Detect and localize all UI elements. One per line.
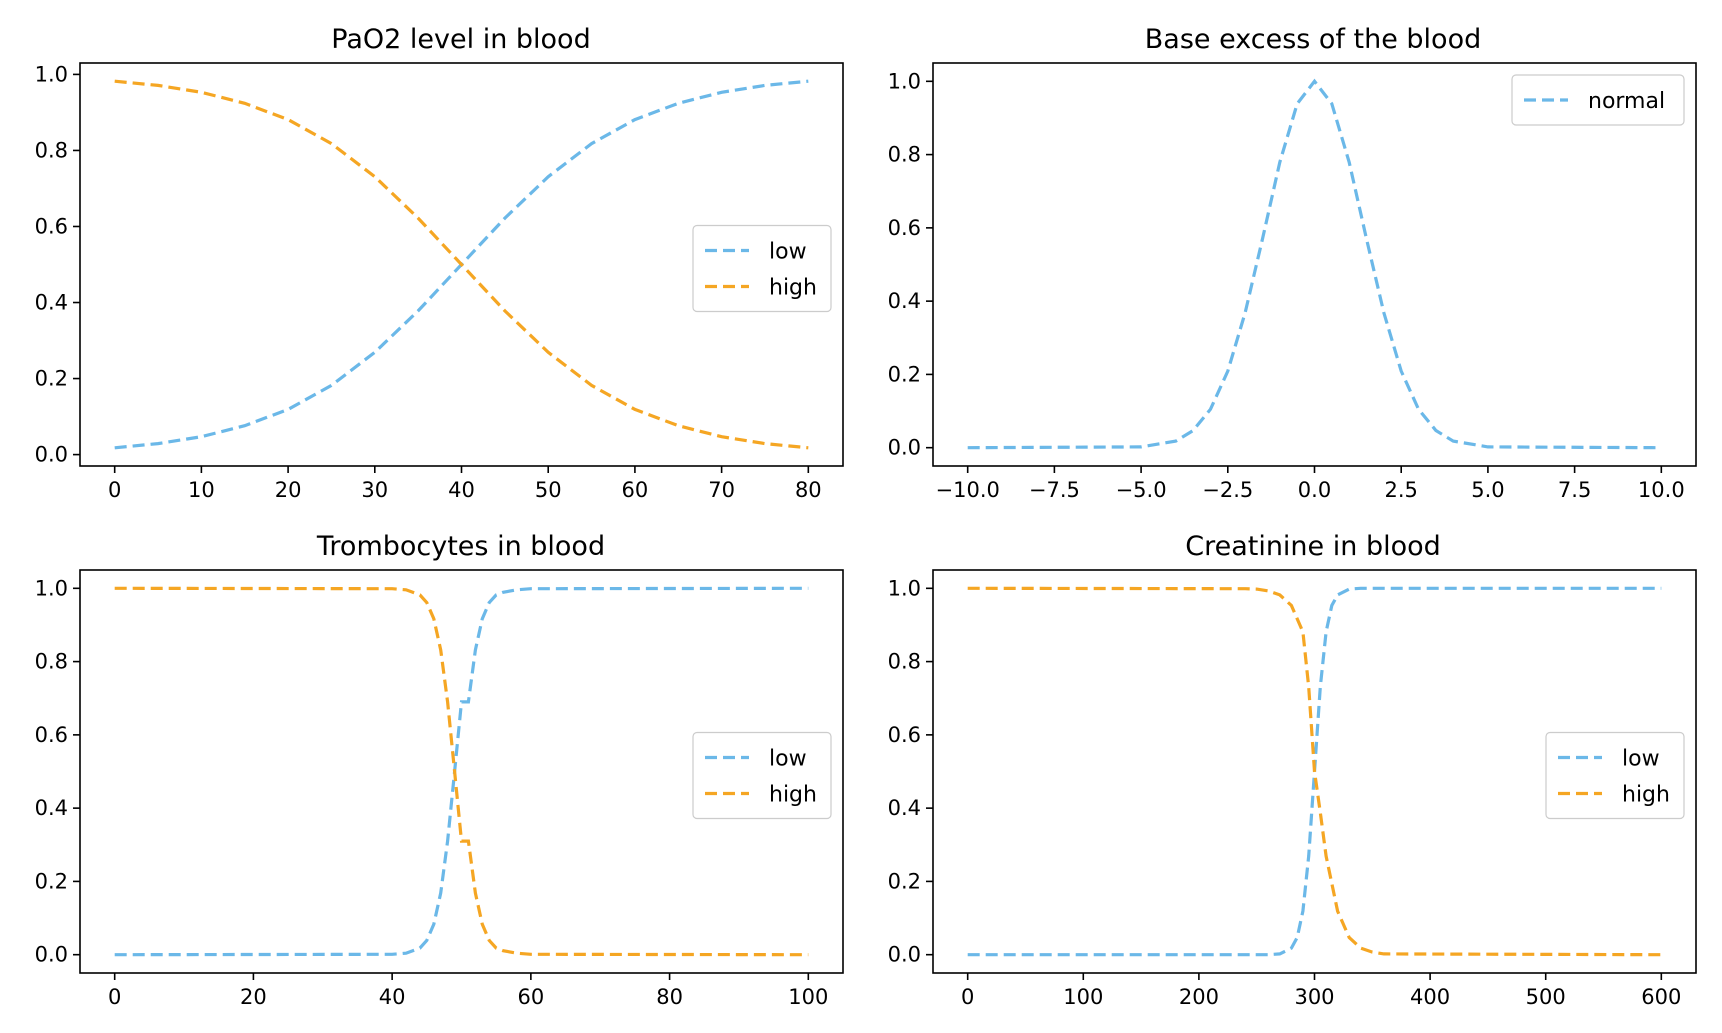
- y-tick-label: 0.0: [888, 436, 921, 460]
- plot-frame: [79, 569, 844, 974]
- series-line-high: [967, 586, 1662, 957]
- x-tick-label: 2.5: [1385, 478, 1418, 502]
- y-tick-label: 0.8: [35, 650, 68, 674]
- y-tick-label: 0.2: [35, 869, 68, 893]
- x-tick-label: 80: [656, 985, 683, 1009]
- legend-label-low: low: [769, 240, 807, 265]
- x-tick-label: 40: [379, 985, 406, 1009]
- legend-label-low: low: [1622, 747, 1660, 772]
- chart-title: Base excess of the blood: [1145, 24, 1481, 55]
- chart-pao2: PaO2 level in blood 0 10 20 30 40 50 60 70 80 0.0…: [35, 24, 844, 502]
- legend-label-normal: normal: [1588, 89, 1665, 114]
- y-tick-label: 0.4: [35, 291, 68, 315]
- legend: low high: [1545, 731, 1685, 820]
- y-tick-label: 0.4: [888, 796, 921, 820]
- x-tick-label: 100: [1063, 985, 1103, 1009]
- y-tick-label: 0.0: [35, 943, 68, 967]
- x-tick-label: 100: [788, 985, 828, 1009]
- legend-label-low: low: [769, 747, 807, 772]
- chart-creatinine: Creatinine in blood 0 100 200 300 400 500 600 0…: [888, 531, 1697, 1009]
- x-tick-label: 80: [795, 478, 822, 502]
- chart-title: Creatinine in blood: [1185, 531, 1441, 562]
- x-tick-label: 5.0: [1471, 478, 1504, 502]
- legend: low high: [692, 224, 832, 313]
- x-tick-label: 40: [448, 478, 475, 502]
- x-tick-label: 600: [1641, 985, 1681, 1009]
- x-tick-label: 60: [517, 985, 544, 1009]
- x-tick-label: 500: [1526, 985, 1566, 1009]
- chart-title: PaO2 level in blood: [331, 24, 590, 55]
- y-tick-label: 1.0: [35, 62, 68, 86]
- legend-box: [692, 224, 832, 313]
- x-tick-label: 50: [535, 478, 562, 502]
- x-tick-label: 30: [361, 478, 388, 502]
- y-tick-label: 0.6: [35, 723, 68, 747]
- legend-label-high: high: [769, 783, 817, 808]
- y-tick-label: 0.8: [35, 138, 68, 162]
- legend-box: [1511, 74, 1685, 126]
- x-tick-label: 0: [961, 985, 974, 1009]
- y-tick-label: 0.2: [35, 367, 68, 391]
- x-tick-label: 7.5: [1558, 478, 1591, 502]
- series-line-normal: [967, 78, 1662, 450]
- legend-label-high: high: [1622, 783, 1670, 808]
- legend: low high: [692, 731, 832, 820]
- series-line-high: [114, 586, 809, 957]
- legend-box: [1545, 731, 1685, 820]
- series-line-low: [114, 586, 809, 957]
- x-tick-label: 200: [1179, 985, 1219, 1009]
- x-tick-label: 20: [240, 985, 267, 1009]
- legend-box: [692, 731, 832, 820]
- y-tick-label: 0.6: [888, 723, 921, 747]
- y-tick-label: 0.0: [35, 443, 68, 467]
- y-tick-label: 1.0: [35, 576, 68, 600]
- x-tick-label: −2.5: [1202, 478, 1253, 502]
- y-tick-label: 0.4: [888, 289, 921, 313]
- x-tick-label: 60: [622, 478, 649, 502]
- x-tick-label: 10.0: [1638, 478, 1685, 502]
- x-tick-label: 10: [188, 478, 215, 502]
- y-tick-label: 0.4: [35, 796, 68, 820]
- legend-label-high: high: [769, 276, 817, 301]
- y-tick-label: 0.6: [888, 216, 921, 240]
- legend: normal: [1511, 74, 1685, 126]
- y-tick-label: 0.2: [888, 869, 921, 893]
- y-tick-label: 0.8: [888, 143, 921, 167]
- y-tick-label: 1.0: [888, 576, 921, 600]
- x-tick-label: 0: [108, 985, 121, 1009]
- x-tick-label: 70: [708, 478, 735, 502]
- x-tick-label: 0: [108, 478, 121, 502]
- chart-base-excess: Base excess of the blood −10.0 −7.5 −5.0 −2…: [888, 24, 1697, 502]
- chart-trombocytes: Trombocytes in blood 0 20 40 60 80 100 0.0 0.2 0…: [35, 531, 844, 1009]
- x-tick-label: −7.5: [1029, 478, 1080, 502]
- y-tick-label: 0.0: [888, 943, 921, 967]
- x-tick-label: 0.0: [1298, 478, 1331, 502]
- x-tick-label: −10.0: [936, 478, 1000, 502]
- chart-title: Trombocytes in blood: [316, 531, 605, 562]
- series-line-high: [114, 79, 809, 450]
- y-tick-label: 0.6: [35, 214, 68, 238]
- y-tick-label: 0.2: [888, 362, 921, 386]
- x-tick-label: 300: [1294, 985, 1334, 1009]
- x-tick-label: 400: [1410, 985, 1450, 1009]
- y-tick-label: 0.8: [888, 650, 921, 674]
- x-tick-label: −5.0: [1116, 478, 1167, 502]
- x-tick-label: 20: [275, 478, 302, 502]
- y-tick-label: 1.0: [888, 69, 921, 93]
